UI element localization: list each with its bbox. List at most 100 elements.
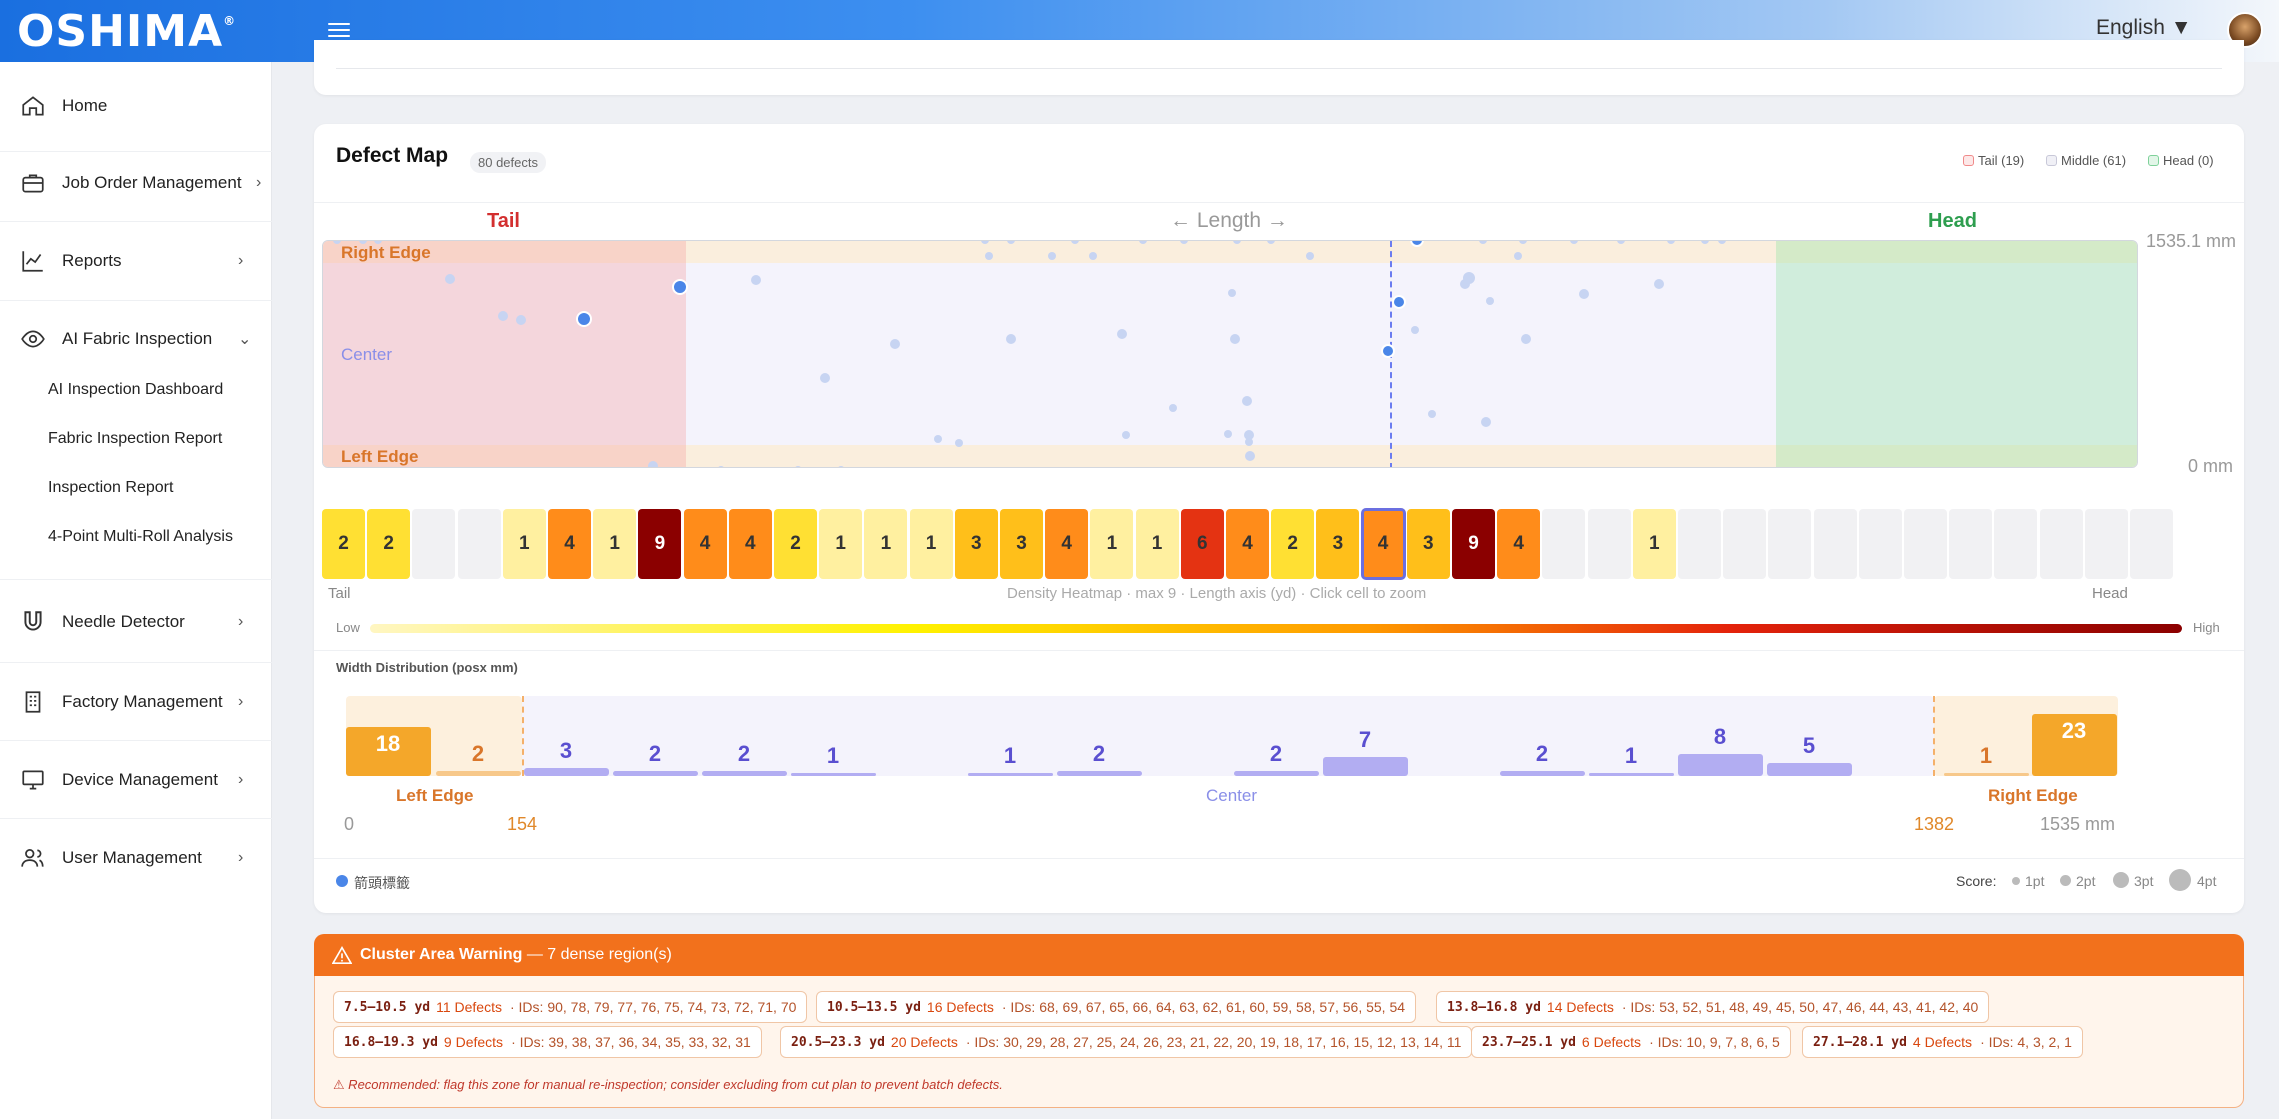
sidebar-item-device-management[interactable]: Device Management › [0, 750, 272, 810]
defect-point[interactable] [1718, 241, 1726, 244]
sidebar-item-needle-detector[interactable]: Needle Detector › [0, 592, 272, 652]
defect-point[interactable] [751, 275, 761, 285]
heatmap-cell[interactable]: 4 [1497, 509, 1541, 579]
defect-point[interactable] [516, 315, 526, 325]
defect-point[interactable] [1428, 410, 1436, 418]
heatmap-cell[interactable]: 1 [502, 509, 546, 579]
heatmap-cell[interactable]: 3 [954, 509, 998, 579]
legend-head[interactable]: Head (0) [2148, 153, 2214, 168]
sidebar-subitem-inspection-report[interactable]: Inspection Report [48, 479, 174, 496]
heatmap-cell[interactable] [1904, 509, 1947, 579]
heatmap-cell[interactable]: 2 [1271, 509, 1315, 579]
defect-point[interactable] [934, 435, 942, 443]
heatmap-cell[interactable] [2039, 509, 2083, 579]
width-bar[interactable] [1589, 773, 1674, 776]
defect-point[interactable] [1228, 289, 1236, 297]
defect-point[interactable] [1139, 241, 1147, 244]
heatmap-cell[interactable]: 1 [593, 509, 637, 579]
heatmap-cell[interactable]: 1 [909, 509, 953, 579]
heatmap-cell[interactable]: 1 [1632, 509, 1676, 579]
defect-point[interactable] [333, 241, 341, 244]
defect-point[interactable] [1411, 326, 1419, 334]
heatmap-cell[interactable]: 3 [1406, 509, 1450, 579]
heatmap-cell[interactable] [457, 509, 501, 579]
defect-point[interactable] [1412, 241, 1422, 245]
heatmap-cell[interactable]: 3 [1316, 509, 1360, 579]
heatmap-cell[interactable] [1949, 509, 1993, 579]
heatmap-cell[interactable]: 1 [864, 509, 908, 579]
heatmap-cell[interactable] [1813, 509, 1857, 579]
defect-point[interactable] [1460, 279, 1470, 289]
defect-point[interactable] [1486, 297, 1494, 305]
width-bar[interactable] [1057, 770, 1142, 776]
heatmap-cell[interactable] [1768, 509, 1812, 579]
heatmap-cell[interactable]: 2 [774, 509, 817, 579]
defect-point[interactable] [1383, 346, 1393, 356]
defect-point[interactable] [648, 461, 658, 467]
defect-map-plot[interactable]: Right Edge Center Left Edge [322, 240, 2138, 468]
heatmap-cell[interactable]: 4 [1226, 509, 1269, 579]
heatmap-cell[interactable] [2084, 509, 2128, 579]
heatmap-cell[interactable] [1858, 509, 1902, 579]
heatmap-cell[interactable] [1723, 509, 1767, 579]
cluster-chip[interactable]: 20.5–23.3 yd 20 Defects · IDs: 30, 29, 28,… [780, 1026, 1473, 1058]
defect-point[interactable] [578, 313, 590, 325]
defect-point[interactable] [1579, 289, 1589, 299]
defect-point[interactable] [1479, 241, 1487, 244]
sidebar-item-factory-management[interactable]: Factory Management › [0, 672, 272, 732]
defect-point[interactable] [445, 274, 455, 284]
width-bar[interactable] [1944, 773, 2029, 776]
heatmap-cell[interactable] [1994, 509, 2038, 579]
heatmap-cell[interactable] [412, 509, 456, 579]
cluster-chip[interactable]: 16.8–19.3 yd 9 Defects · IDs: 39, 38, 37, … [333, 1026, 762, 1058]
defect-point[interactable] [374, 241, 382, 244]
defect-point[interactable] [955, 439, 963, 447]
heatmap-cell[interactable]: 2 [367, 509, 411, 579]
defect-point[interactable] [837, 466, 845, 467]
defect-point[interactable] [1521, 334, 1531, 344]
hamburger-menu-icon[interactable] [328, 19, 350, 41]
defect-point[interactable] [981, 241, 989, 244]
heatmap-cell[interactable]: 4 [548, 509, 591, 579]
cluster-chip[interactable]: 13.8–16.8 yd 14 Defects · IDs: 53, 52, 51,… [1436, 991, 1990, 1023]
defect-point[interactable] [359, 241, 367, 244]
heatmap-cell[interactable]: 1 [819, 509, 863, 579]
cluster-chip[interactable]: 7.5–10.5 yd 11 Defects · IDs: 90, 78, 79, … [333, 991, 808, 1023]
sidebar-item-user-management[interactable]: User Management › [0, 828, 272, 888]
defect-point[interactable] [1463, 272, 1475, 284]
defect-point[interactable] [1180, 241, 1188, 244]
defect-point[interactable] [1267, 241, 1275, 244]
width-bar[interactable] [1767, 762, 1852, 776]
defect-point[interactable] [1242, 396, 1252, 406]
defect-point[interactable] [1245, 438, 1253, 446]
defect-point[interactable] [665, 467, 673, 468]
defect-point[interactable] [498, 311, 508, 321]
width-bar[interactable] [2032, 714, 2117, 776]
sidebar-subitem-ai-inspection-dashboard[interactable]: AI Inspection Dashboard [48, 381, 224, 398]
heatmap-cell[interactable]: 9 [638, 509, 682, 579]
heatmap-cell[interactable]: 9 [1452, 509, 1495, 579]
defect-point[interactable] [1006, 334, 1016, 344]
heatmap-cell[interactable] [1587, 509, 1631, 579]
defect-point[interactable] [1394, 297, 1404, 307]
heatmap-cell[interactable]: 4 [1360, 508, 1406, 580]
defect-point[interactable] [1570, 241, 1578, 244]
width-bar[interactable] [524, 767, 609, 776]
heatmap-cell[interactable]: 4 [728, 509, 772, 579]
defect-point[interactable] [1122, 431, 1130, 439]
width-bar[interactable] [436, 770, 521, 776]
cluster-chip[interactable]: 10.5–13.5 yd 16 Defects · IDs: 68, 69, 67,… [816, 991, 1417, 1023]
defect-point[interactable] [1514, 252, 1522, 260]
defect-point[interactable] [1169, 404, 1177, 412]
cluster-chip[interactable]: 27.1–28.1 yd 4 Defects · IDs: 4, 3, 2, 1 [1802, 1026, 2083, 1058]
heatmap-cell[interactable]: 3 [1000, 509, 1043, 579]
defect-point[interactable] [1519, 241, 1527, 244]
defect-point[interactable] [1007, 241, 1015, 244]
defect-point[interactable] [1117, 329, 1127, 339]
heatmap-cell[interactable]: 6 [1180, 509, 1224, 579]
heatmap-cell[interactable] [2130, 509, 2173, 579]
width-bar[interactable] [1678, 754, 1763, 776]
defect-point[interactable] [1617, 241, 1625, 244]
defect-point[interactable] [1089, 252, 1097, 260]
defect-point[interactable] [1667, 241, 1675, 244]
